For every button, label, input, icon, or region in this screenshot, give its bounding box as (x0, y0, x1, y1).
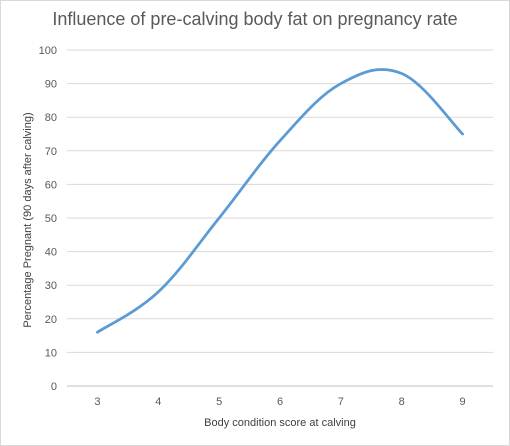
y-tick-label: 80 (45, 112, 57, 124)
y-axis-title: Percentage Pregnant (90 days after calvi… (22, 112, 34, 327)
x-axis-title: Body condition score at calving (204, 417, 356, 429)
y-tick-label: 0 (51, 381, 57, 393)
y-tick-label: 20 (45, 314, 57, 326)
series-line-0 (96, 68, 464, 334)
y-tick-label: 30 (45, 280, 57, 292)
y-tick-labels: 0 10 20 30 40 50 60 70 80 90 100 (39, 45, 57, 393)
y-tick-label: 70 (45, 146, 57, 158)
x-tick-label: 4 (155, 396, 161, 408)
y-tick-label: 10 (45, 347, 57, 359)
chart-title: Influence of pre-calving body fat on pre… (52, 9, 458, 29)
x-tick-label: 5 (216, 396, 222, 408)
x-tick-label: 8 (399, 396, 405, 408)
x-tick-label: 9 (460, 396, 466, 408)
y-tick-label: 90 (45, 79, 57, 91)
y-tick-label: 100 (39, 45, 57, 57)
y-tick-label: 60 (45, 179, 57, 191)
x-tick-labels: 3 4 5 6 7 8 9 (94, 396, 465, 408)
x-tick-label: 6 (277, 396, 283, 408)
y-tick-label: 50 (45, 213, 57, 225)
gridlines (67, 49, 493, 353)
x-tick-label: 7 (338, 396, 344, 408)
y-tick-label: 40 (45, 247, 57, 259)
series-layer (96, 68, 464, 334)
x-tick-label: 3 (94, 396, 100, 408)
